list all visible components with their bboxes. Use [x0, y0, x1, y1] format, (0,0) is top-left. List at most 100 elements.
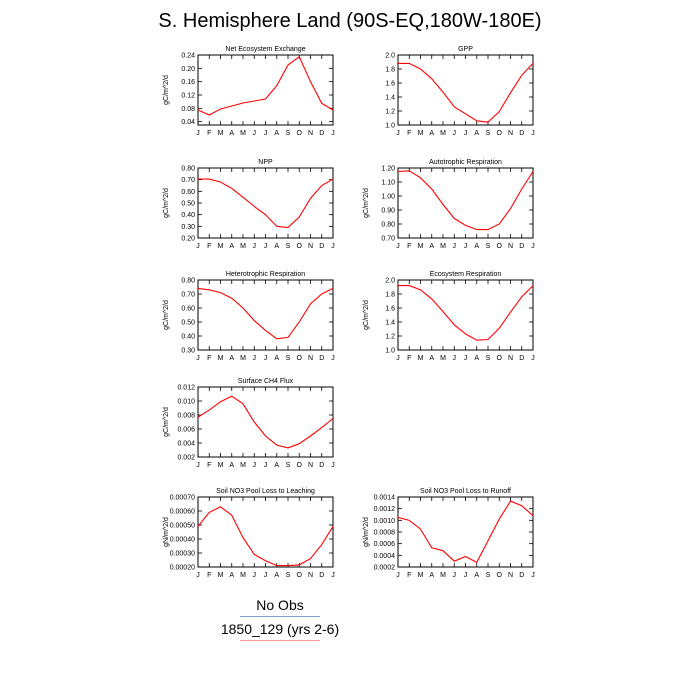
- heterotrophic-respiration-xtick-label: A: [274, 355, 279, 362]
- surface-ch4-flux-ylabel: gC/m^2/d: [163, 407, 170, 437]
- heterotrophic-respiration-ytick-label: 0.60: [181, 306, 195, 313]
- soil-no3-pool-loss-to-runoff-xtick-label: J: [531, 572, 535, 579]
- soil-no3-pool-loss-to-runoff-ytick-label: 0.0008: [374, 530, 396, 537]
- net-ecosystem-exchange-ytick-label: 0.12: [181, 93, 195, 100]
- heterotrophic-respiration-xtick-label: O: [297, 355, 303, 362]
- surface-ch4-flux-ytick-label: 0.008: [177, 413, 195, 420]
- ecosystem-respiration-xtick-label: D: [519, 355, 524, 362]
- heterotrophic-respiration-ytick-label: 0.40: [181, 334, 195, 341]
- npp-xtick-label: M: [218, 243, 224, 250]
- autotrophic-respiration-ytick-label: 1.00: [381, 194, 395, 201]
- gpp-ytick-label: 1.6: [385, 81, 395, 88]
- heterotrophic-respiration-xtick-label: J: [331, 355, 335, 362]
- gpp-title: GPP: [458, 46, 473, 53]
- heterotrophic-respiration-ytick-label: 0.70: [181, 292, 195, 299]
- heterotrophic-respiration-series-line: [197, 287, 334, 340]
- net-ecosystem-exchange-ytick-label: 0.16: [181, 79, 195, 86]
- npp-title: NPP: [258, 159, 273, 166]
- soil-no3-pool-loss-to-leaching-xtick-label: J: [331, 572, 335, 579]
- autotrophic-respiration-xtick-label: A: [474, 243, 479, 250]
- gpp-xtick-label: A: [474, 130, 479, 137]
- heterotrophic-respiration-xtick-label: J: [196, 355, 200, 362]
- npp-ytick-label: 0.70: [181, 177, 195, 184]
- npp-xtick-label: F: [207, 243, 211, 250]
- npp-ytick-label: 0.30: [181, 224, 195, 231]
- net-ecosystem-exchange-xtick-label: F: [207, 130, 211, 137]
- autotrophic-respiration-xtick-label: J: [464, 243, 468, 250]
- legend-label-run: 1850_129 (yrs 2-6): [220, 621, 340, 637]
- soil-no3-pool-loss-to-runoff-ytick-label: 0.0004: [374, 553, 396, 560]
- ecosystem-respiration-ytick-label: 1.2: [385, 334, 395, 341]
- ecosystem-respiration-frame: [397, 279, 534, 351]
- autotrophic-respiration-ytick-label: 0.80: [381, 222, 395, 229]
- soil-no3-pool-loss-to-leaching-xtick-label: M: [240, 572, 246, 579]
- net-ecosystem-exchange-ytick-label: 0.20: [181, 66, 195, 73]
- npp-ylabel: gC/m^2/d: [163, 188, 170, 218]
- gpp-xtick-label: J: [464, 130, 468, 137]
- surface-ch4-flux-frame: [197, 386, 334, 458]
- npp-xtick-label: J: [264, 243, 268, 250]
- net-ecosystem-exchange-ytick-label: 0.24: [181, 53, 195, 60]
- autotrophic-respiration-xtick-label: D: [519, 243, 524, 250]
- ecosystem-respiration-xtick-label: M: [440, 355, 446, 362]
- soil-no3-pool-loss-to-runoff-xtick-label: M: [418, 572, 424, 579]
- gpp-ytick-label: 1.0: [385, 123, 395, 130]
- net-ecosystem-exchange-xtick-label: A: [229, 130, 234, 137]
- gpp-ytick-label: 2.0: [385, 53, 395, 60]
- net-ecosystem-exchange-xtick-label: A: [274, 130, 279, 137]
- net-ecosystem-exchange-series-line: [197, 55, 334, 116]
- autotrophic-respiration-ytick-label: 0.70: [381, 236, 395, 243]
- surface-ch4-flux-title: Surface CH4 Flux: [238, 378, 294, 385]
- gpp-xtick-label: M: [418, 130, 424, 137]
- surface-ch4-flux-ytick-label: 0.010: [177, 399, 195, 406]
- autotrophic-respiration-xtick-label: A: [429, 243, 434, 250]
- soil-no3-pool-loss-to-leaching-ytick-label: 0.00040: [170, 537, 195, 544]
- npp-xtick-label: N: [308, 243, 313, 250]
- soil-no3-pool-loss-to-runoff-xtick-label: A: [474, 572, 479, 579]
- net-ecosystem-exchange-xtick-label: J: [331, 130, 335, 137]
- npp-series-line: [198, 178, 334, 229]
- surface-ch4-flux-xtick-label: M: [218, 462, 224, 469]
- gpp-xtick-label: O: [497, 130, 503, 137]
- soil-no3-pool-loss-to-leaching-xtick-label: A: [229, 572, 234, 579]
- soil-no3-pool-loss-to-leaching-xtick-label: N: [308, 572, 313, 579]
- soil-no3-pool-loss-to-leaching-title: Soil NO3 Pool Loss to Leaching: [216, 488, 315, 495]
- autotrophic-respiration-series-line: [397, 170, 534, 231]
- net-ecosystem-exchange-xtick-label: J: [253, 130, 257, 137]
- surface-ch4-flux-series-line: [197, 395, 334, 449]
- heterotrophic-respiration-frame: [197, 279, 334, 351]
- autotrophic-respiration-xtick-label: F: [407, 243, 411, 250]
- npp-xtick-label: A: [229, 243, 234, 250]
- heterotrophic-respiration-xtick-label: J: [253, 355, 257, 362]
- ecosystem-respiration-title: Ecosystem Respiration: [430, 271, 502, 278]
- soil-no3-pool-loss-to-runoff-ylabel: gN/m^2/d: [363, 517, 370, 547]
- npp-frame: [197, 167, 334, 239]
- heterotrophic-respiration-ylabel: gC/m^2/d: [163, 300, 170, 330]
- ecosystem-respiration-xtick-label: S: [486, 355, 491, 362]
- ecosystem-respiration-xtick-label: A: [474, 355, 479, 362]
- autotrophic-respiration-xtick-label: N: [508, 243, 513, 250]
- autotrophic-respiration-xtick-label: J: [531, 243, 535, 250]
- npp-ytick-label: 0.20: [181, 236, 195, 243]
- gpp-xtick-label: M: [440, 130, 446, 137]
- surface-ch4-flux-xtick-label: D: [319, 462, 324, 469]
- autotrophic-respiration-title: Autotrophic Respiration: [429, 159, 502, 166]
- heterotrophic-respiration-xtick-label: N: [308, 355, 313, 362]
- npp-xtick-label: D: [319, 243, 324, 250]
- surface-ch4-flux-xtick-label: O: [297, 462, 303, 469]
- surface-ch4-flux-ytick-label: 0.012: [177, 385, 195, 392]
- soil-no3-pool-loss-to-runoff-xtick-label: S: [486, 572, 491, 579]
- surface-ch4-flux-xtick-label: N: [308, 462, 313, 469]
- legend-line-run: [240, 640, 320, 641]
- net-ecosystem-exchange-xtick-label: S: [286, 130, 291, 137]
- soil-no3-pool-loss-to-runoff-series-line: [397, 500, 534, 564]
- net-ecosystem-exchange-xtick-label: D: [319, 130, 324, 137]
- ecosystem-respiration-xtick-label: M: [418, 355, 424, 362]
- net-ecosystem-exchange-xtick-label: N: [308, 130, 313, 137]
- soil-no3-pool-loss-to-runoff-xtick-label: O: [497, 572, 503, 579]
- soil-no3-pool-loss-to-runoff-xtick-label: F: [407, 572, 411, 579]
- soil-no3-pool-loss-to-runoff-ytick-label: 0.0002: [374, 565, 396, 572]
- net-ecosystem-exchange-xtick-label: J: [264, 130, 268, 137]
- soil-no3-pool-loss-to-leaching-ytick-label: 0.00050: [170, 523, 195, 530]
- surface-ch4-flux-xtick-label: A: [274, 462, 279, 469]
